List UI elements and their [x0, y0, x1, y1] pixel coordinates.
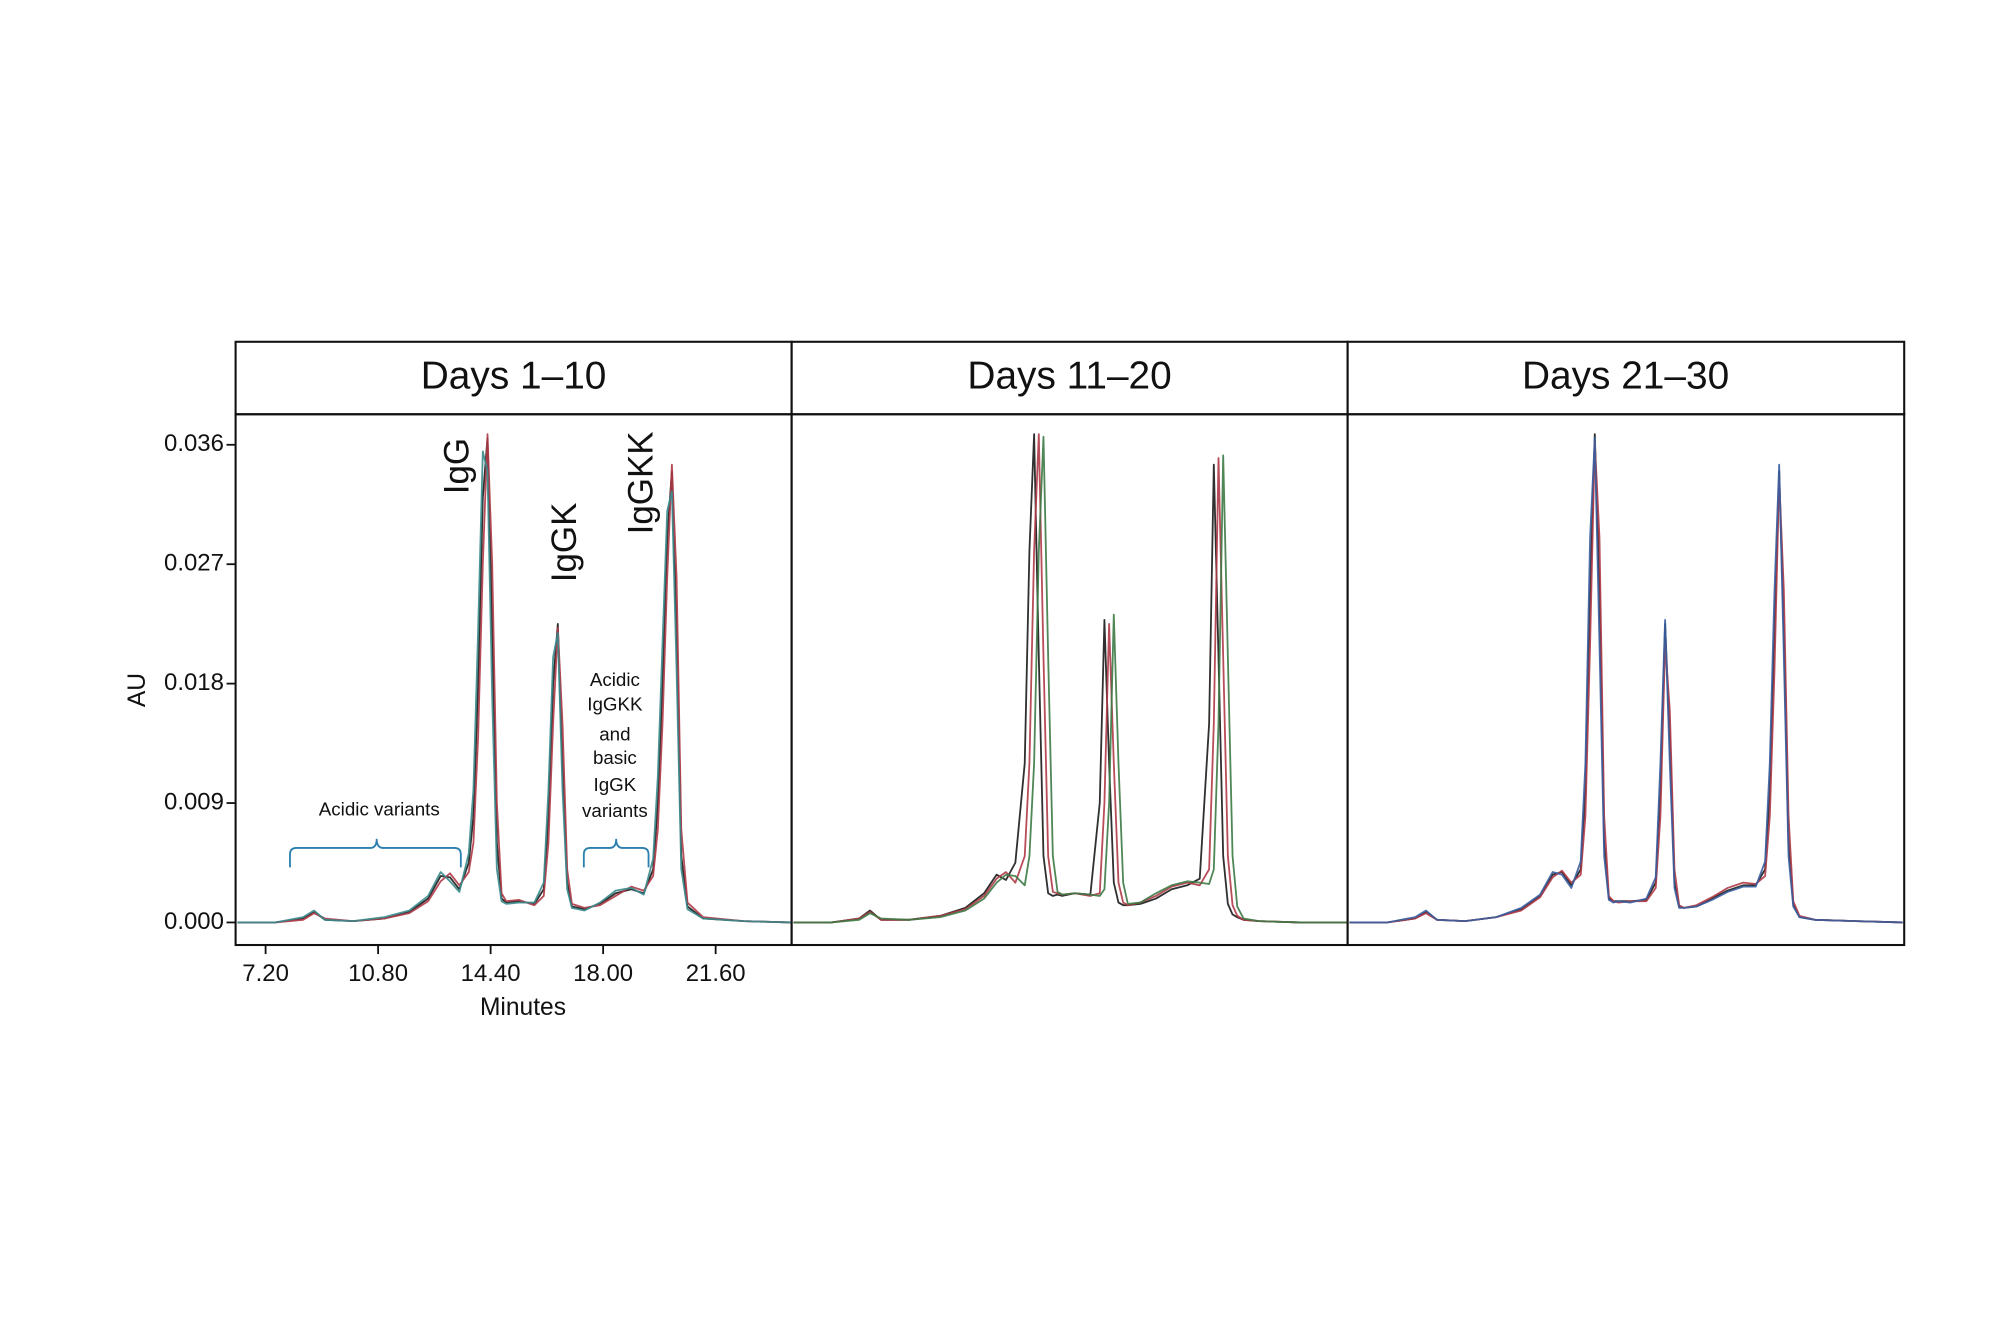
y-tick-label: 0.027 — [164, 550, 224, 577]
trace — [1349, 441, 1903, 924]
trace — [237, 437, 791, 924]
x-tick-label: 10.80 — [348, 960, 408, 987]
trace — [237, 433, 791, 924]
peak-label: IgGKK — [621, 431, 660, 534]
plot-frame — [1346, 413, 1906, 947]
frames — [234, 340, 1906, 947]
region-label-line: IgGK — [594, 774, 637, 795]
trace — [1349, 437, 1903, 924]
region-label-line: variants — [582, 800, 648, 821]
y-tick-label: 0.009 — [164, 788, 224, 815]
peak-label: IgG — [438, 438, 477, 494]
x-axis-label: Minutes — [480, 994, 566, 1021]
y-tick-label: 0.036 — [164, 430, 224, 457]
region-label-line: basic — [593, 747, 637, 768]
panel-title: Days 1–10 — [421, 354, 607, 397]
trace — [1349, 433, 1903, 924]
panel-title: Days 21–30 — [1522, 354, 1729, 397]
y-tick-label: 0.018 — [164, 669, 224, 696]
x-tick-label: 21.60 — [686, 960, 746, 987]
trace — [793, 433, 1347, 924]
plot-frame — [234, 413, 793, 947]
region-brace — [582, 838, 650, 868]
x-tick-label: 14.40 — [461, 960, 521, 987]
region-brace — [289, 838, 462, 868]
panel-title: Days 11–20 — [967, 354, 1171, 397]
region-label-line: IgGKK — [587, 694, 643, 715]
region-label: Acidic IgGKK and basic IgGK variants — [582, 669, 648, 821]
plot-frame — [790, 413, 1349, 947]
x-tick-label: 18.00 — [573, 960, 633, 987]
y-tick-label: 0.000 — [164, 908, 224, 935]
x-tick-label: 7.20 — [242, 960, 289, 987]
trace — [793, 433, 1347, 924]
region-label-line: and — [599, 723, 630, 744]
trace — [237, 450, 791, 924]
y-axis-label: AU — [124, 673, 151, 707]
peak-label: IgGK — [545, 503, 584, 583]
region-label: Acidic variants — [319, 799, 440, 820]
region-label-line: Acidic — [590, 669, 640, 690]
trace — [793, 435, 1347, 924]
